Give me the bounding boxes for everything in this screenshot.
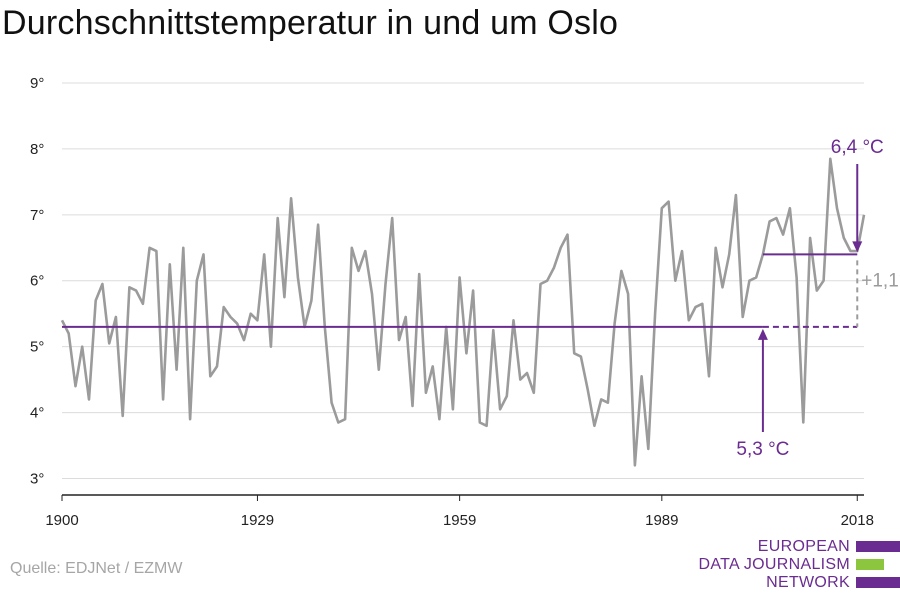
logo-text-line1: EUROPEAN bbox=[757, 538, 850, 555]
y-tick-label: 4° bbox=[30, 405, 44, 422]
y-tick-label: 5° bbox=[30, 339, 44, 356]
x-axis-labels: 1900 1929 1959 1989 2018 bbox=[45, 512, 874, 529]
logo-bar-green bbox=[856, 559, 884, 570]
x-tick-label: 1900 bbox=[45, 512, 78, 529]
x-tick-label: 1929 bbox=[241, 512, 274, 529]
edjnet-logo: EUROPEAN DATA JOURNALISM NETWORK bbox=[698, 532, 900, 598]
logo-text-line3: NETWORK bbox=[766, 574, 850, 591]
series-layer bbox=[60, 157, 866, 467]
logo-bar-purple-bottom bbox=[856, 577, 900, 588]
logo-bar-purple-top bbox=[856, 541, 900, 552]
y-tick-label: 8° bbox=[30, 141, 44, 158]
logo-text-line2: DATA JOURNALISM bbox=[698, 556, 850, 573]
difference-label: +1,1° bbox=[861, 271, 900, 292]
x-tick-label: 2018 bbox=[841, 512, 874, 529]
y-tick-label: 6° bbox=[30, 273, 44, 290]
baseline-arrow-head bbox=[757, 328, 768, 340]
y-tick-label: 3° bbox=[30, 471, 44, 488]
x-tick-label: 1989 bbox=[645, 512, 678, 529]
recent-average-label: 6,4 °C bbox=[831, 137, 884, 158]
chart-title: Durchschnittstemperatur in und um Oslo bbox=[2, 4, 619, 42]
y-tick-label: 7° bbox=[30, 207, 44, 224]
annotations: +1,1° 5,3 °C 6,4 °C bbox=[62, 137, 900, 460]
temperature-series-line bbox=[60, 157, 866, 467]
y-axis-labels: 3° 4° 5° 6° 7° 8° 9° bbox=[30, 75, 44, 488]
x-axis bbox=[61, 494, 864, 501]
baseline-label: 5,3 °C bbox=[736, 439, 789, 460]
source-note: Quelle: EDJNet / EZMW bbox=[10, 560, 183, 577]
x-tick-label: 1959 bbox=[443, 512, 476, 529]
recent-arrow-head bbox=[852, 241, 863, 253]
y-tick-label: 9° bbox=[30, 75, 44, 92]
